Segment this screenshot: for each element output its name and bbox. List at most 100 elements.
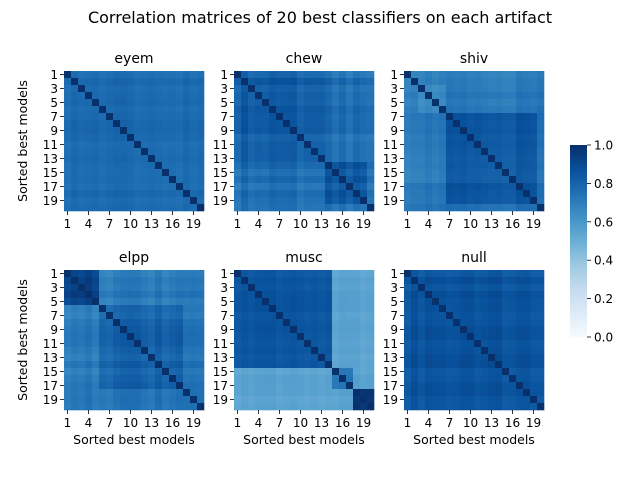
heatmap-cell bbox=[141, 183, 149, 191]
heatmap-cell bbox=[262, 176, 270, 184]
heatmap-cell bbox=[502, 162, 510, 170]
heatmap-cell bbox=[418, 354, 426, 362]
heatmap-cell bbox=[276, 141, 284, 149]
heatmap-cell bbox=[162, 382, 170, 390]
heatmap-cell bbox=[71, 148, 79, 156]
heatmap-cell bbox=[418, 340, 426, 348]
heatmap-cell bbox=[155, 148, 163, 156]
heatmap-cell bbox=[92, 106, 100, 114]
heatmap-cell bbox=[353, 312, 361, 320]
heatmap-cell bbox=[530, 368, 538, 376]
colorbar-step bbox=[570, 315, 587, 318]
heatmap-cell bbox=[353, 375, 361, 383]
heatmap-cell bbox=[155, 71, 163, 79]
heatmap-cell bbox=[155, 333, 163, 341]
heatmap-cell bbox=[404, 92, 412, 100]
heatmap-cell bbox=[134, 403, 142, 411]
heatmap-cell bbox=[148, 148, 156, 156]
heatmap-cell bbox=[453, 277, 461, 285]
heatmap-cell bbox=[418, 71, 426, 79]
heatmap-cell bbox=[297, 204, 305, 212]
colorbar-step bbox=[570, 249, 587, 252]
heatmap-cell bbox=[297, 298, 305, 306]
heatmap-cell bbox=[367, 277, 375, 285]
heatmap-cell bbox=[290, 141, 298, 149]
heatmap-cell bbox=[360, 120, 368, 128]
heatmap-cell bbox=[411, 176, 419, 184]
heatmap-cell bbox=[446, 120, 454, 128]
heatmap-cell bbox=[509, 99, 517, 107]
heatmap-cell bbox=[509, 183, 517, 191]
heatmap-cell bbox=[304, 127, 312, 135]
heatmap-cell bbox=[262, 403, 270, 411]
heatmap-cell bbox=[155, 340, 163, 348]
heatmap-cell bbox=[360, 71, 368, 79]
colorbar-step bbox=[570, 195, 587, 198]
heatmap-cell bbox=[495, 340, 503, 348]
heatmap-cell bbox=[85, 270, 93, 278]
heatmap-cell bbox=[411, 85, 419, 93]
heatmap-cell bbox=[488, 113, 496, 121]
heatmap-cell bbox=[446, 183, 454, 191]
heatmap-cell bbox=[325, 284, 333, 292]
heatmap-cell bbox=[432, 106, 440, 114]
heatmap-cell bbox=[404, 389, 412, 397]
heatmap-cell bbox=[411, 305, 419, 313]
y-tick-label: 3 bbox=[390, 281, 398, 295]
heatmap-cell bbox=[64, 106, 72, 114]
heatmap-cell bbox=[169, 305, 177, 313]
heatmap-cell bbox=[162, 396, 170, 404]
heatmap-cell bbox=[169, 127, 177, 135]
heatmap-cell bbox=[460, 85, 468, 93]
heatmap-cell bbox=[127, 120, 135, 128]
heatmap-cell bbox=[197, 368, 205, 376]
heatmap-cell bbox=[325, 312, 333, 320]
heatmap-cell bbox=[255, 340, 263, 348]
heatmap-cell bbox=[411, 347, 419, 355]
heatmap-cell bbox=[346, 326, 354, 334]
heatmap-cell bbox=[453, 71, 461, 79]
y-tick-label: 15 bbox=[383, 365, 398, 379]
y-tick-label: 9 bbox=[390, 323, 398, 337]
heatmap-cell bbox=[64, 319, 72, 327]
heatmap-cell bbox=[481, 92, 489, 100]
heatmap-cell bbox=[439, 71, 447, 79]
heatmap-cell bbox=[537, 141, 545, 149]
x-axis-label: Sorted best models bbox=[73, 432, 195, 447]
heatmap-cell bbox=[311, 375, 319, 383]
heatmap-cell bbox=[339, 319, 347, 327]
heatmap-cell bbox=[120, 270, 128, 278]
heatmap-cell bbox=[446, 71, 454, 79]
heatmap-cell bbox=[92, 347, 100, 355]
x-tick-label: 19 bbox=[186, 416, 201, 430]
heatmap-cell bbox=[85, 197, 93, 205]
heatmap-cell bbox=[64, 169, 72, 177]
heatmap-cell bbox=[353, 277, 361, 285]
heatmap-cell bbox=[516, 134, 524, 142]
heatmap-cell bbox=[155, 396, 163, 404]
heatmap-cell bbox=[241, 347, 249, 355]
heatmap-cell bbox=[488, 134, 496, 142]
heatmap-cell bbox=[346, 270, 354, 278]
heatmap-cell bbox=[502, 78, 510, 86]
heatmap-cell bbox=[339, 270, 347, 278]
heatmap-cell bbox=[523, 78, 531, 86]
heatmap-cell bbox=[537, 375, 545, 383]
heatmap-cell bbox=[127, 106, 135, 114]
heatmap-cell bbox=[360, 284, 368, 292]
heatmap-cell bbox=[197, 120, 205, 128]
heatmap-cell bbox=[78, 396, 86, 404]
heatmap-cell bbox=[453, 347, 461, 355]
heatmap-cell bbox=[353, 204, 361, 212]
y-tick-label: 9 bbox=[390, 124, 398, 138]
heatmap-cell bbox=[332, 312, 340, 320]
heatmap-cell bbox=[411, 120, 419, 128]
heatmap-cell bbox=[425, 291, 433, 299]
heatmap-cell bbox=[290, 204, 298, 212]
heatmap-cell bbox=[64, 141, 72, 149]
heatmap-cell bbox=[467, 78, 475, 86]
heatmap-cell bbox=[297, 120, 305, 128]
heatmap-cell bbox=[474, 106, 482, 114]
